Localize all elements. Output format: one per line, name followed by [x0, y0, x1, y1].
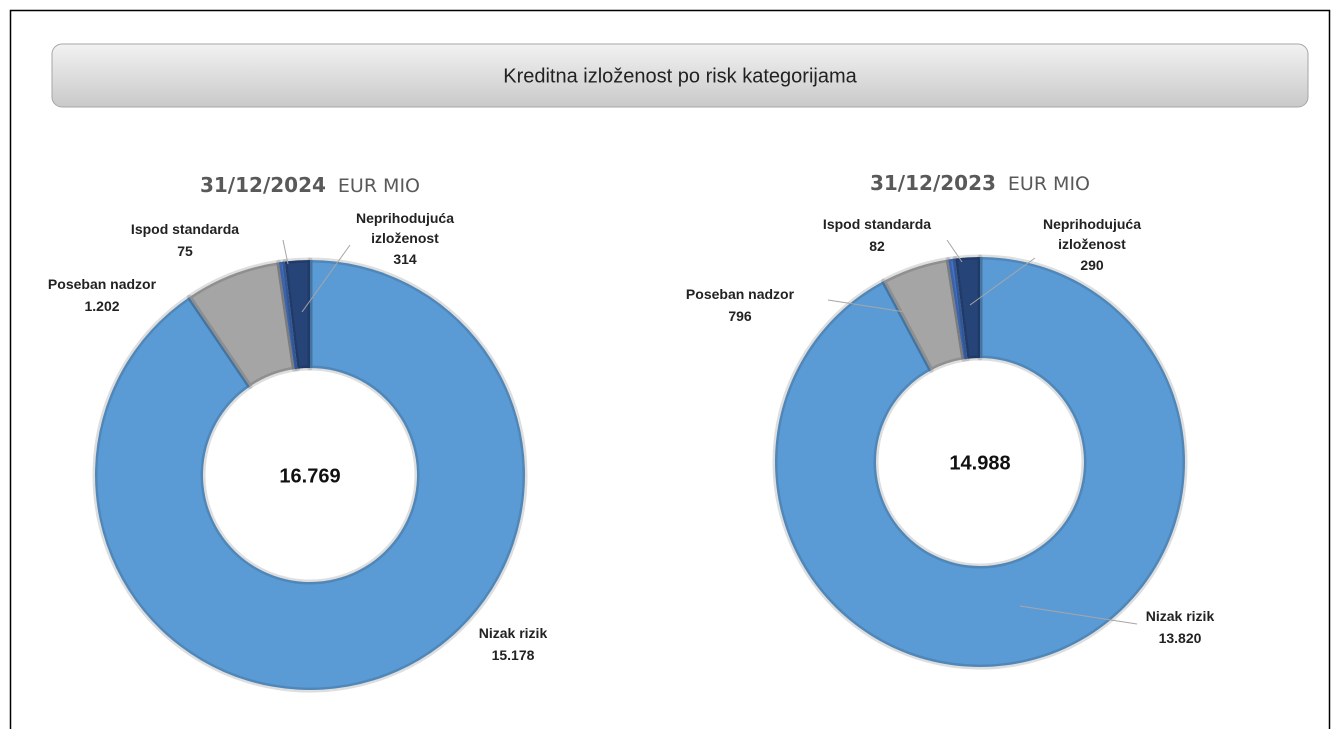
value-label: 314	[393, 251, 417, 267]
donut-segment	[282, 257, 313, 372]
data-label: Nizak rizik 15.178	[479, 622, 547, 666]
value-label: 75	[177, 243, 193, 259]
value-label: 82	[869, 238, 885, 254]
leader-line	[1019, 605, 1138, 625]
center-total: 16.769	[279, 465, 340, 487]
category-label: Ispod standarda	[822, 216, 932, 232]
data-label: Nizak rizik 13.820	[1146, 605, 1214, 649]
leader-line	[301, 244, 351, 313]
banner	[51, 43, 1309, 108]
donut-segment	[881, 256, 967, 373]
value-label: 13.820	[1158, 630, 1202, 646]
category-label: Neprihodujuća izloženost	[355, 210, 454, 246]
frame	[9, 9, 1331, 729]
value-label: 15.178	[491, 647, 535, 663]
donut-segment	[772, 254, 1188, 670]
data-label: Neprihodujuća izloženost 314	[350, 208, 460, 270]
value-label: 1.202	[84, 298, 120, 314]
chart-unit: EUR MIO	[338, 175, 420, 197]
category-label: Neprihodujuća izloženost	[1042, 216, 1141, 252]
donut-segment	[92, 257, 528, 693]
leader-line	[969, 257, 1036, 306]
category-label: Ispod standarda	[130, 221, 240, 237]
data-label: Poseban nadzor 796	[686, 283, 794, 327]
chart-unit: EUR MIO	[1008, 173, 1090, 195]
category-label: Nizak rizik	[1145, 608, 1215, 624]
data-label: Ispod standarda 75	[131, 218, 239, 262]
value-label: 290	[1080, 257, 1104, 273]
chart-date: 31/12/2023	[870, 171, 996, 195]
value-label: 796	[728, 308, 752, 324]
donut-segment	[945, 256, 970, 362]
chart-title: 31/12/2023 EUR MIO	[870, 171, 1090, 195]
page-title: Kreditna izloženost po risk kategorijama	[503, 65, 857, 87]
data-label: Neprihodujuća izloženost 290	[1037, 214, 1147, 276]
category-label: Nizak rizik	[478, 625, 548, 641]
category-label: Poseban nadzor	[685, 286, 795, 302]
chart-date: 31/12/2024	[200, 173, 326, 197]
data-label: Ispod standarda 82	[823, 213, 931, 257]
center-total: 14.988	[949, 452, 1010, 474]
leader-line	[827, 299, 906, 313]
chart-title: 31/12/2024 EUR MIO	[200, 173, 420, 197]
leader-line	[946, 239, 963, 263]
donut-segment	[952, 254, 983, 362]
category-label: Poseban nadzor	[47, 276, 157, 292]
donut-segment	[276, 258, 300, 372]
leader-line	[282, 239, 289, 265]
data-label: Poseban nadzor 1.202	[48, 273, 156, 317]
